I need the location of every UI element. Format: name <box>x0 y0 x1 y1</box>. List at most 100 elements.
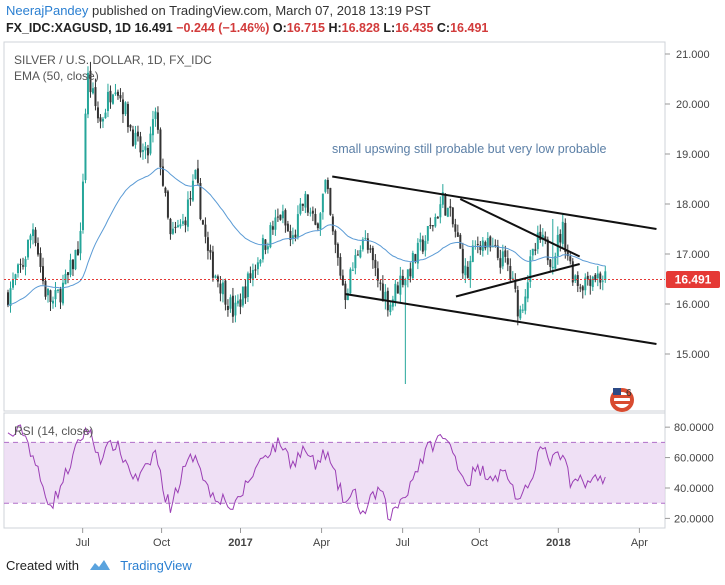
candle-body <box>361 239 364 250</box>
time-tick-label: 2018 <box>546 537 570 549</box>
candle-body <box>489 236 492 248</box>
time-tick-label: Apr <box>631 537 648 549</box>
low-label: L: <box>383 21 396 35</box>
author-link[interactable]: NeerajPandey <box>6 3 89 18</box>
rsi-layer <box>4 424 665 522</box>
candle-body <box>111 94 114 104</box>
candle-body <box>376 268 379 281</box>
candle-body <box>349 269 352 294</box>
tradingview-logo-icon[interactable] <box>89 559 111 574</box>
candle-body <box>284 210 287 226</box>
candle-body <box>286 223 289 232</box>
candle-body <box>576 275 579 286</box>
candle-body <box>469 260 472 280</box>
candle-body <box>106 91 109 111</box>
candle-body <box>321 193 324 213</box>
price-chart[interactable]: 21.000 20.000 19.000 18.000 17.000 16.000 15.0… <box>0 0 725 550</box>
candle-body <box>96 107 99 119</box>
candle-body <box>311 210 314 214</box>
candle-body <box>586 275 589 280</box>
candle-body <box>399 275 402 295</box>
time-tick-label: Oct <box>471 537 488 549</box>
candle-body <box>224 280 227 305</box>
candle-body <box>461 248 464 274</box>
price-tick-label: 19.000 <box>676 149 710 161</box>
flag-badge-icon: 6 <box>610 388 634 412</box>
symbol-label: FX_IDC:XAGUSD, 1D <box>6 21 132 35</box>
candle-body <box>51 300 54 304</box>
low-value: 16.435 <box>395 21 434 35</box>
candle-body <box>21 265 24 267</box>
published-text: published on TradingView.com, March 07, … <box>92 3 431 18</box>
candle-body <box>221 282 224 295</box>
candle-body <box>231 295 234 317</box>
candle-body <box>291 235 294 239</box>
candle-body <box>564 222 567 252</box>
time-tick-label: Jul <box>76 537 90 549</box>
candle-body <box>206 237 209 251</box>
price-tick-label: 15.000 <box>676 349 710 361</box>
candle-body <box>99 117 102 122</box>
candle-body <box>29 235 32 241</box>
symbol-header: FX_IDC:XAGUSD, 1D 16.491 −0.244 (−1.46%)… <box>6 21 488 35</box>
trendlines <box>332 175 657 345</box>
candle-body <box>439 204 442 218</box>
candle-body <box>551 266 554 269</box>
candle-body <box>571 261 574 283</box>
candle-body <box>396 285 399 294</box>
time-tick-label: Apr <box>313 537 330 549</box>
candle-body <box>109 90 112 103</box>
candle-body <box>451 207 454 225</box>
candle-body <box>89 70 92 93</box>
candle-body <box>129 124 132 128</box>
candle-body <box>44 280 47 297</box>
candle-body <box>54 290 57 300</box>
candle-body <box>436 216 439 219</box>
candle-body <box>344 283 347 300</box>
candle-body <box>289 230 292 240</box>
candle-body <box>274 217 277 230</box>
candle-body <box>579 287 582 289</box>
trendline <box>344 293 657 345</box>
candle-body <box>139 136 142 153</box>
price-tick-label: 16.000 <box>676 299 710 311</box>
candle-body <box>529 256 532 282</box>
candle-body <box>149 133 152 154</box>
candle-body <box>384 291 387 302</box>
candle-body <box>124 102 127 115</box>
candle-body <box>26 239 29 258</box>
candle-body <box>546 239 549 261</box>
candle-body <box>569 256 572 262</box>
trendline <box>455 263 580 298</box>
candle-body <box>134 132 137 145</box>
candle-body <box>466 266 469 278</box>
candle-body <box>604 271 607 281</box>
candle-body <box>584 277 587 291</box>
candle-body <box>319 213 322 230</box>
candle-body <box>249 273 252 279</box>
candle-body <box>239 299 242 307</box>
candle-body <box>351 269 354 271</box>
candle-body <box>219 283 222 294</box>
candle-body <box>174 226 177 228</box>
candle-body <box>541 234 544 240</box>
axis-labels: 21.000 20.000 19.000 18.000 17.000 16.000 15.0… <box>76 49 714 549</box>
current-price-tag <box>666 270 720 288</box>
candle-body <box>519 309 522 319</box>
candle-body <box>476 243 479 245</box>
candle-body <box>276 216 279 218</box>
candle-body <box>514 279 517 289</box>
price-tick-label: 17.000 <box>676 249 710 261</box>
candle-body <box>481 240 484 252</box>
candle-body <box>59 288 62 303</box>
tradingview-link[interactable]: TradingView <box>120 558 192 573</box>
candle-body <box>259 259 262 264</box>
candle-body <box>201 220 204 225</box>
candle-body <box>281 211 284 219</box>
candle-body <box>126 104 129 127</box>
badge-count: 6 <box>626 388 632 399</box>
candle-body <box>421 239 424 252</box>
candle-body <box>114 92 117 95</box>
candle-body <box>431 225 434 227</box>
candle-body <box>504 250 507 257</box>
